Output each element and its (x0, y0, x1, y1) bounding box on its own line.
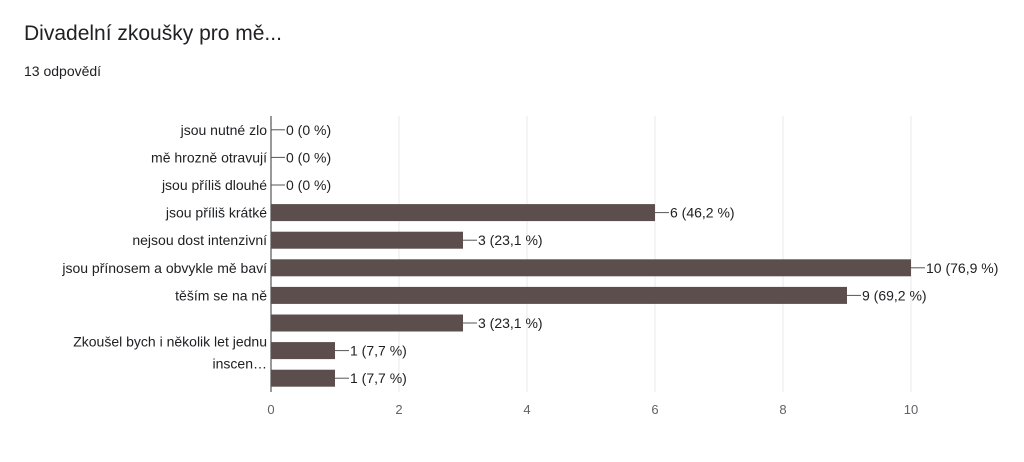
bars (271, 129, 925, 387)
data-label: 0 (0 %) (286, 177, 331, 193)
data-label: 10 (76,9 %) (926, 260, 998, 276)
category-label: jsou nutné zlo (180, 122, 268, 138)
category-label: těším se na ně (175, 287, 267, 303)
x-tick-label: 8 (779, 402, 786, 417)
data-label: 3 (23,1 %) (478, 315, 543, 331)
response-count: 13 odpovědí (24, 63, 102, 79)
x-tick-label: 4 (523, 402, 530, 417)
bar[interactable] (271, 231, 463, 249)
category-label: jsou příliš krátké (165, 205, 267, 221)
bar[interactable] (271, 286, 847, 304)
data-label: 0 (0 %) (286, 149, 331, 165)
x-tick-label: 10 (904, 402, 918, 417)
data-label: 9 (69,2 %) (862, 287, 927, 303)
category-label: jsou přínosem a obvykle mě baví (61, 260, 267, 276)
data-label: 1 (7,7 %) (350, 343, 407, 359)
chart-title: Divadelní zkoušky pro mě... (24, 22, 282, 45)
x-tick-label: 2 (395, 402, 402, 417)
bar[interactable] (271, 314, 463, 332)
x-tick-label: 0 (267, 402, 274, 417)
bar[interactable] (271, 342, 335, 360)
x-tick-label: 6 (651, 402, 658, 417)
category-label: mě hrozně otravují (151, 149, 267, 165)
bar[interactable] (271, 259, 911, 277)
category-label: Zkoušel bych i několik let jednu (73, 334, 267, 350)
bar[interactable] (271, 369, 335, 387)
category-label: inscen… (213, 356, 267, 372)
category-label: jsou příliš dlouhé (161, 177, 267, 193)
data-label: 0 (0 %) (286, 122, 331, 138)
bar[interactable] (271, 204, 655, 222)
category-label: nejsou dost intenzivní (132, 232, 267, 248)
data-label: 6 (46,2 %) (670, 205, 735, 221)
data-label: 3 (23,1 %) (478, 232, 543, 248)
labels: 0 2 4 6 8 10 0 (0 %) jsou nutné zlo 0 (0 %) mě hr… (61, 122, 998, 417)
data-label: 1 (7,7 %) (350, 370, 407, 386)
